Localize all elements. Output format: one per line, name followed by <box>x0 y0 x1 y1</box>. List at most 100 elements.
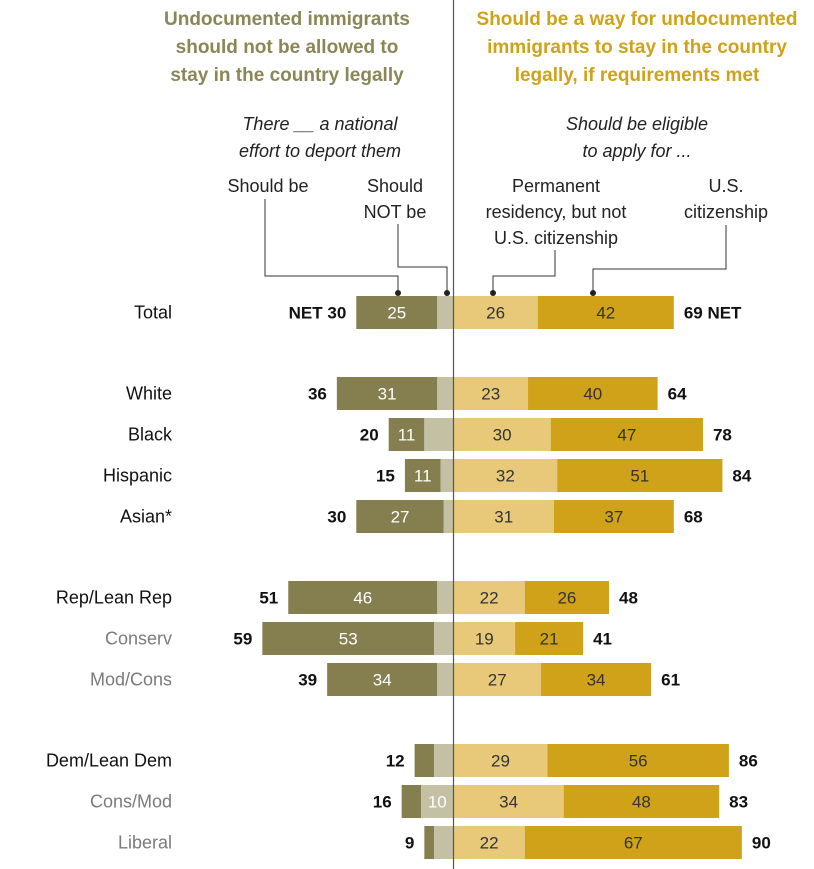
row-label-cons-mod: Cons/Mod <box>90 792 172 812</box>
subheader-right-line-1: Should be eligible <box>566 114 708 134</box>
bar-should-not-be-total <box>437 296 454 329</box>
bar-citizenship-white <box>528 377 658 410</box>
bar-permanent-rep-lean-rep <box>453 581 525 614</box>
row-label-conserv: Conserv <box>105 629 172 649</box>
net-left-rep-lean-rep: 51 <box>259 589 278 608</box>
value-citizenship-dem-lean-dem: 56 <box>629 752 648 771</box>
column-label-permanent-line-2: residency, but not <box>486 202 627 222</box>
bar-should-be-dem-lean-dem <box>414 744 435 777</box>
value-permanent-dem-lean-dem: 29 <box>491 752 510 771</box>
header-left-line-3: stay in the country legally <box>170 65 404 86</box>
bar-should-be-rep-lean-rep <box>288 581 438 614</box>
bar-permanent-dem-lean-dem <box>453 744 548 777</box>
bar-should-be-hispanic <box>404 459 441 492</box>
row-label-white: White <box>126 384 172 404</box>
net-left-dem-lean-dem: 12 <box>386 752 405 771</box>
value-permanent-asian: 31 <box>494 508 513 527</box>
bar-should-not-be-cons-mod <box>421 785 454 818</box>
bar-permanent-asian <box>453 500 554 533</box>
net-left-liberal: 9 <box>405 834 414 853</box>
chart-bars: 25 26 42 NET 30 69 NET Total 31 23 40 36 64 White 11… <box>46 296 771 859</box>
net-left-black: 20 <box>360 426 379 445</box>
column-label-citizenship-line-2: citizenship <box>684 202 768 222</box>
value-should-be-conserv: 53 <box>339 630 358 649</box>
bar-should-not-be-hispanic <box>440 459 454 492</box>
subheader-left-line-1: There __ a national <box>242 114 398 134</box>
value-citizenship-hispanic: 51 <box>630 467 649 486</box>
leader-dot-permanent <box>490 290 496 296</box>
value-permanent-rep-lean-rep: 22 <box>480 589 499 608</box>
bar-should-be-white <box>336 377 438 410</box>
value-citizenship-black: 47 <box>617 426 636 445</box>
header-right-line-2: immigrants to stay in the country <box>487 37 787 58</box>
net-right-hispanic: 84 <box>732 467 751 486</box>
value-citizenship-rep-lean-rep: 26 <box>557 589 576 608</box>
value-should-be-hispanic: 11 <box>414 467 432 486</box>
net-right-liberal: 90 <box>752 834 771 853</box>
net-left-hispanic: 15 <box>376 467 395 486</box>
value-citizenship-white: 40 <box>583 385 602 404</box>
bar-citizenship-rep-lean-rep <box>524 581 610 614</box>
value-citizenship-conserv: 21 <box>540 630 559 649</box>
value-permanent-white: 23 <box>481 385 500 404</box>
value-citizenship-liberal: 67 <box>624 834 643 853</box>
value-permanent-mod-cons: 27 <box>488 671 507 690</box>
row-label-asian: Asian* <box>120 507 172 527</box>
value-citizenship-mod-cons: 34 <box>587 671 606 690</box>
bar-should-be-conserv <box>262 622 435 655</box>
bar-permanent-cons-mod <box>453 785 564 818</box>
header-right-line-3: legally, if requirements met <box>515 65 760 86</box>
leader-dot-citizenship <box>590 290 596 296</box>
net-right-rep-lean-rep: 48 <box>619 589 638 608</box>
leader-line-citizenship <box>592 225 727 292</box>
net-left-conserv: 59 <box>233 630 252 649</box>
value-citizenship-cons-mod: 48 <box>632 793 651 812</box>
value-should-be-total: 25 <box>387 304 406 323</box>
leader-line-should-be <box>264 199 399 292</box>
row-label-liberal: Liberal <box>118 833 172 853</box>
value-should-be-mod-cons: 34 <box>373 671 392 690</box>
bar-permanent-liberal <box>453 826 525 859</box>
bar-citizenship-total <box>537 296 674 329</box>
leader-dots <box>395 290 596 296</box>
value-permanent-liberal: 22 <box>480 834 499 853</box>
row-label-dem-lean-dem: Dem/Lean Dem <box>46 751 172 771</box>
leader-dot-should-be <box>395 290 401 296</box>
value-citizenship-asian: 37 <box>604 508 623 527</box>
value-should-be-asian: 27 <box>391 508 410 527</box>
value-should-be-rep-lean-rep: 46 <box>353 589 372 608</box>
header-left-line-2: should not be allowed to <box>176 37 399 58</box>
row-label-mod-cons: Mod/Cons <box>90 670 172 690</box>
bar-should-not-be-rep-lean-rep <box>437 581 454 614</box>
value-should-be-black: 11 <box>398 426 416 445</box>
column-label-permanent-line-1: Permanent <box>512 176 600 196</box>
bar-permanent-black <box>453 418 551 451</box>
column-label-should-not-be-line-1: Should <box>367 176 423 196</box>
value-citizenship-total: 42 <box>596 304 615 323</box>
leader-dot-should-not-be <box>444 290 450 296</box>
bar-should-not-be-black <box>424 418 454 451</box>
header-left-line-1: Undocumented immigrants <box>164 9 410 30</box>
bar-permanent-white <box>453 377 529 410</box>
net-right-total: 69 NET <box>684 304 742 323</box>
row-label-black: Black <box>128 425 173 445</box>
bar-citizenship-liberal <box>524 826 742 859</box>
net-right-black: 78 <box>713 426 732 445</box>
net-right-dem-lean-dem: 86 <box>739 752 758 771</box>
bar-should-be-total <box>356 296 438 329</box>
bar-citizenship-asian <box>553 500 674 533</box>
value-permanent-total: 26 <box>486 304 505 323</box>
bar-citizenship-dem-lean-dem <box>547 744 729 777</box>
bar-should-not-be-conserv <box>434 622 454 655</box>
header-right-line-1: Should be a way for undocumented <box>477 9 798 30</box>
bar-should-not-be-white <box>437 377 454 410</box>
net-right-conserv: 41 <box>593 630 612 649</box>
bar-permanent-hispanic <box>453 459 558 492</box>
row-label-rep-lean-rep: Rep/Lean Rep <box>56 588 172 608</box>
net-right-white: 64 <box>668 385 687 404</box>
value-permanent-cons-mod: 34 <box>499 793 518 812</box>
header-right: Should be a way for undocumented immigra… <box>477 9 798 86</box>
bar-should-be-black <box>388 418 425 451</box>
bar-should-be-mod-cons <box>327 663 438 696</box>
